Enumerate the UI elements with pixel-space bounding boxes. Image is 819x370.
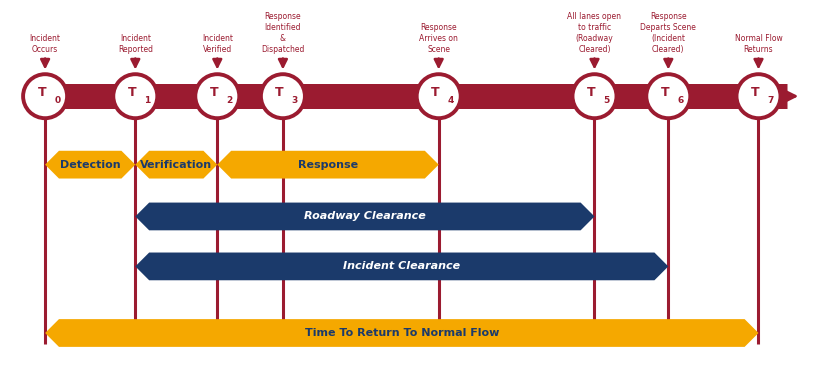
Text: Response
Departs Scene
(Incident
Cleared): Response Departs Scene (Incident Cleared… (640, 11, 695, 54)
Text: Verification: Verification (140, 159, 212, 170)
Ellipse shape (260, 74, 305, 118)
Ellipse shape (572, 74, 616, 118)
Text: 6: 6 (676, 96, 683, 105)
Ellipse shape (113, 74, 157, 118)
Text: 0: 0 (54, 96, 60, 105)
Polygon shape (135, 252, 667, 280)
Text: Incident
Occurs: Incident Occurs (29, 34, 61, 54)
Text: Response
Identified
&
Dispatched: Response Identified & Dispatched (261, 11, 304, 54)
Text: T: T (660, 87, 668, 100)
Ellipse shape (23, 74, 67, 118)
Text: Incident Clearance: Incident Clearance (343, 261, 459, 272)
Text: Incident
Reported: Incident Reported (118, 34, 152, 54)
Ellipse shape (735, 74, 780, 118)
Ellipse shape (645, 74, 690, 118)
Text: 7: 7 (767, 96, 773, 105)
Text: Roadway Clearance: Roadway Clearance (304, 211, 425, 222)
Text: T: T (275, 87, 283, 100)
Text: 1: 1 (144, 96, 151, 105)
Text: 5: 5 (603, 96, 609, 105)
Text: Incident
Verified: Incident Verified (201, 34, 233, 54)
Text: 4: 4 (447, 96, 454, 105)
Text: Time To Return To Normal Flow: Time To Return To Normal Flow (304, 328, 499, 338)
Polygon shape (217, 151, 438, 178)
Text: T: T (210, 87, 218, 100)
Ellipse shape (195, 74, 239, 118)
Polygon shape (135, 151, 217, 178)
Polygon shape (135, 203, 594, 230)
Text: All lanes open
to traffic
(Roadway
Cleared): All lanes open to traffic (Roadway Clear… (567, 11, 621, 54)
Ellipse shape (416, 74, 460, 118)
Text: T: T (128, 87, 136, 100)
Text: T: T (586, 87, 595, 100)
Text: 3: 3 (292, 96, 298, 105)
Text: Detection: Detection (60, 159, 120, 170)
Text: Response
Arrives on
Scene: Response Arrives on Scene (419, 23, 458, 54)
Text: Response: Response (297, 159, 358, 170)
Polygon shape (45, 319, 758, 347)
Text: T: T (38, 87, 46, 100)
Text: T: T (750, 87, 758, 100)
Text: Normal Flow
Returns: Normal Flow Returns (734, 34, 781, 54)
Text: 2: 2 (226, 96, 233, 105)
Polygon shape (45, 151, 135, 178)
Text: T: T (431, 87, 439, 100)
